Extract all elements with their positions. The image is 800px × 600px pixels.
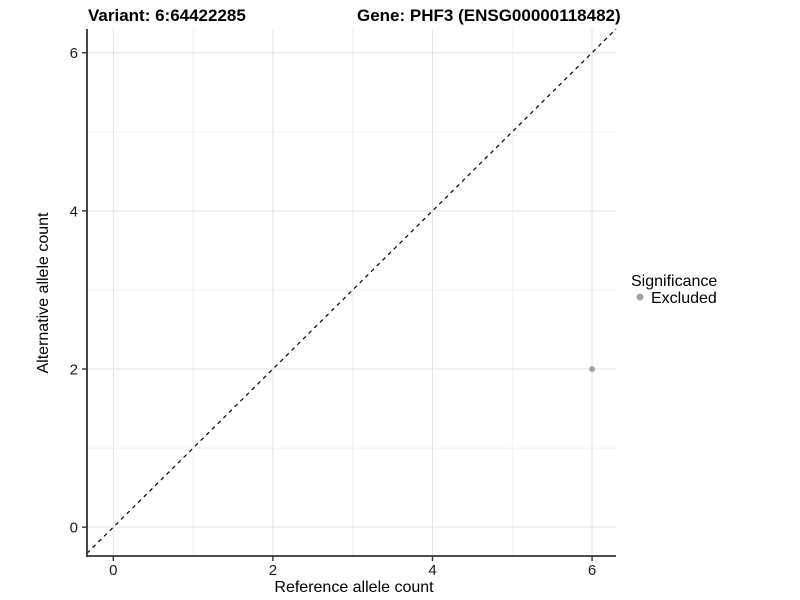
legend-item-label-excluded: Excluded [651, 290, 717, 307]
legend-title: Significance [631, 273, 717, 290]
legend-point-icon [636, 293, 644, 301]
x-tick-label: 2 [269, 562, 277, 579]
x-tick-label: 6 [588, 562, 596, 579]
grid-layer [87, 29, 616, 556]
axis-layer: 0 2 4 6 0 2 4 6 [70, 29, 616, 579]
y-tick-label: 2 [70, 362, 78, 379]
x-axis-title: Reference allele count [274, 579, 434, 596]
legend: Significance Excluded [631, 273, 717, 307]
plot-title-variant: Variant: 6:64422285 [88, 6, 246, 25]
identity-line [86, 28, 617, 554]
y-tick-label: 0 [70, 520, 78, 537]
y-axis-title: Alternative allele count [35, 212, 52, 374]
x-tick-label: 4 [428, 562, 436, 579]
data-point [589, 366, 596, 372]
y-tick-label: 4 [70, 203, 78, 220]
y-tick-label: 6 [70, 45, 78, 62]
plot-title-gene: Gene: PHF3 (ENSG00000118482) [357, 6, 621, 25]
shape-layer [86, 28, 617, 554]
x-tick-label: 0 [109, 562, 117, 579]
